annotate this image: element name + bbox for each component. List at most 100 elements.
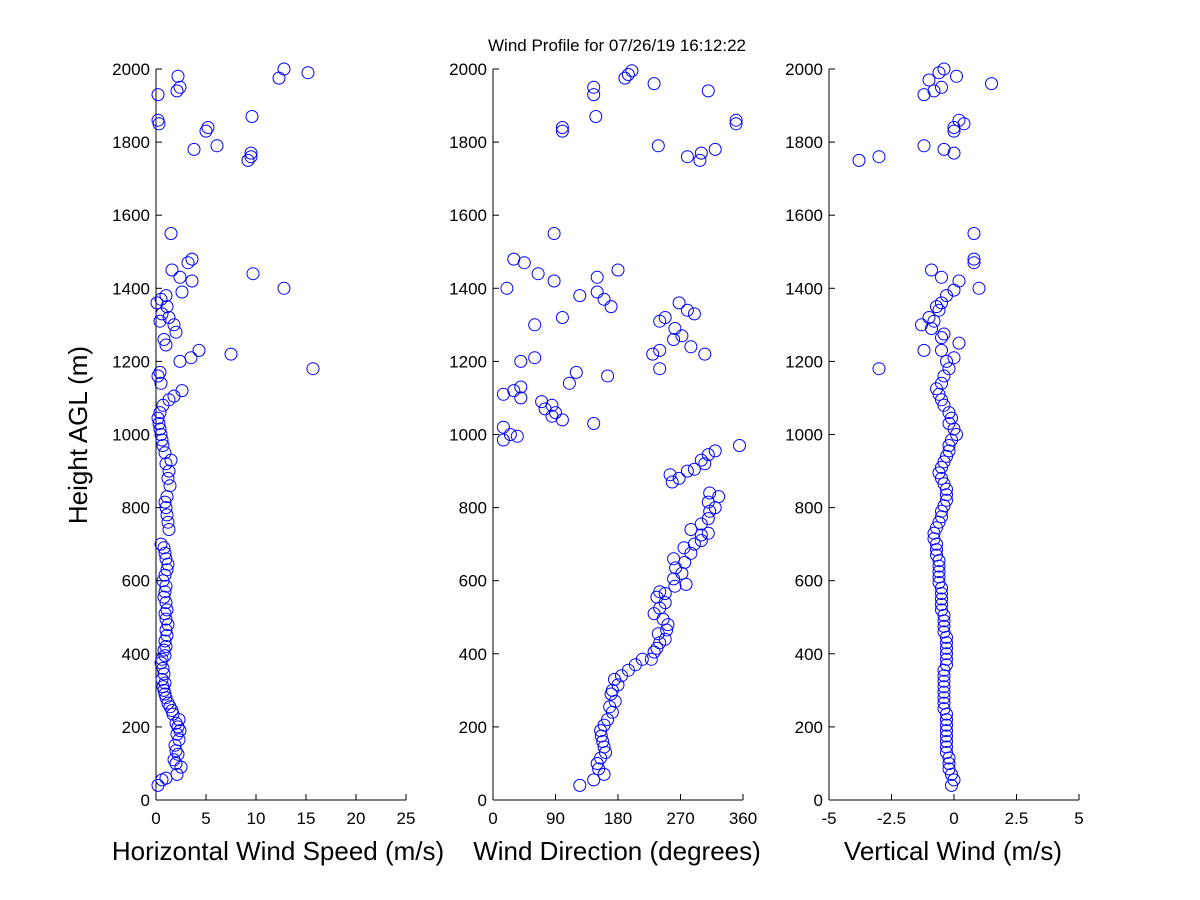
data-point xyxy=(618,71,632,85)
data-point xyxy=(687,462,701,476)
data-point xyxy=(528,351,542,365)
data-point xyxy=(224,347,238,361)
data-point xyxy=(244,150,258,164)
data-point xyxy=(172,733,186,747)
data-point xyxy=(496,433,510,447)
data-point xyxy=(967,252,981,266)
data-point xyxy=(651,627,665,641)
data-point xyxy=(150,296,164,310)
data-point xyxy=(277,281,291,295)
data-point xyxy=(185,274,199,288)
data-point xyxy=(647,645,661,659)
data-point xyxy=(694,146,708,160)
data-point xyxy=(930,543,943,557)
data-point xyxy=(942,762,956,776)
y-tick-label: 1400 xyxy=(785,279,823,298)
data-point xyxy=(158,607,172,621)
data-point xyxy=(555,124,569,138)
data-point xyxy=(927,84,941,98)
data-point xyxy=(169,325,183,339)
y-tick-label: 1800 xyxy=(785,133,823,152)
data-point xyxy=(708,444,722,458)
data-point xyxy=(693,153,707,167)
data-point xyxy=(167,318,181,332)
data-point xyxy=(644,652,658,666)
data-point xyxy=(306,362,320,376)
data-point xyxy=(590,285,604,299)
data-point xyxy=(201,121,215,134)
data-point xyxy=(712,490,726,504)
data-point xyxy=(694,528,708,542)
data-point xyxy=(173,270,187,284)
data-point xyxy=(972,281,986,295)
data-point xyxy=(917,343,931,357)
x-tick-label: 10 xyxy=(247,809,266,828)
data-point xyxy=(159,771,173,785)
y-tick-label: 0 xyxy=(141,791,150,810)
data-point xyxy=(621,663,635,677)
data-point xyxy=(165,704,179,717)
data-point xyxy=(687,537,701,551)
data-point xyxy=(925,263,938,277)
data-point xyxy=(587,88,601,102)
data-point xyxy=(531,267,545,281)
data-point xyxy=(935,592,948,606)
data-point xyxy=(538,402,552,416)
data-point xyxy=(155,652,169,666)
data-point xyxy=(156,661,170,675)
y-tick-label: 2000 xyxy=(785,60,823,79)
data-point xyxy=(157,590,171,604)
data-point xyxy=(244,146,258,160)
data-point xyxy=(601,713,615,727)
data-point xyxy=(937,680,951,694)
data-point xyxy=(277,62,291,76)
data-point xyxy=(647,77,661,91)
data-point xyxy=(165,263,179,277)
data-point xyxy=(587,417,601,430)
y-tick-label: 0 xyxy=(478,791,487,810)
x-tick-label: 0 xyxy=(949,809,958,828)
data-point xyxy=(935,598,948,611)
data-point xyxy=(937,608,951,622)
y-tick-label: 2000 xyxy=(449,60,487,79)
data-point xyxy=(625,64,639,78)
data-point xyxy=(687,307,701,321)
data-point xyxy=(937,669,951,683)
y-tick-label: 200 xyxy=(122,718,150,737)
data-point xyxy=(680,303,694,317)
data-point xyxy=(729,117,743,131)
data-point xyxy=(153,365,167,379)
data-point xyxy=(947,121,961,134)
data-point xyxy=(646,347,660,361)
data-point xyxy=(246,267,260,281)
data-point xyxy=(517,256,531,270)
data-point xyxy=(175,285,189,299)
data-point xyxy=(159,612,173,626)
data-point xyxy=(872,362,886,376)
data-point xyxy=(694,534,708,547)
data-point xyxy=(155,307,169,321)
data-point xyxy=(672,471,686,485)
data-point xyxy=(935,343,948,357)
data-point xyxy=(985,77,998,91)
data-point xyxy=(940,482,953,496)
y-tick-label: 1600 xyxy=(112,206,150,225)
data-point xyxy=(158,676,172,690)
y-tick-label: 1800 xyxy=(449,133,487,152)
data-point xyxy=(547,274,561,288)
data-point xyxy=(154,292,168,306)
data-point xyxy=(210,139,224,153)
x-tick-label: -2.5 xyxy=(877,809,906,828)
data-point xyxy=(917,139,931,153)
y-tick-label: 1800 xyxy=(112,133,150,152)
data-point xyxy=(170,727,184,741)
data-point xyxy=(170,767,184,781)
y-tick-label: 400 xyxy=(122,645,150,664)
data-point xyxy=(171,69,185,83)
data-point xyxy=(154,428,168,441)
y-tick-label: 1200 xyxy=(785,352,823,371)
y-tick-label: 400 xyxy=(795,645,823,664)
data-point xyxy=(940,354,953,368)
data-point xyxy=(932,66,946,80)
data-point xyxy=(680,150,694,164)
